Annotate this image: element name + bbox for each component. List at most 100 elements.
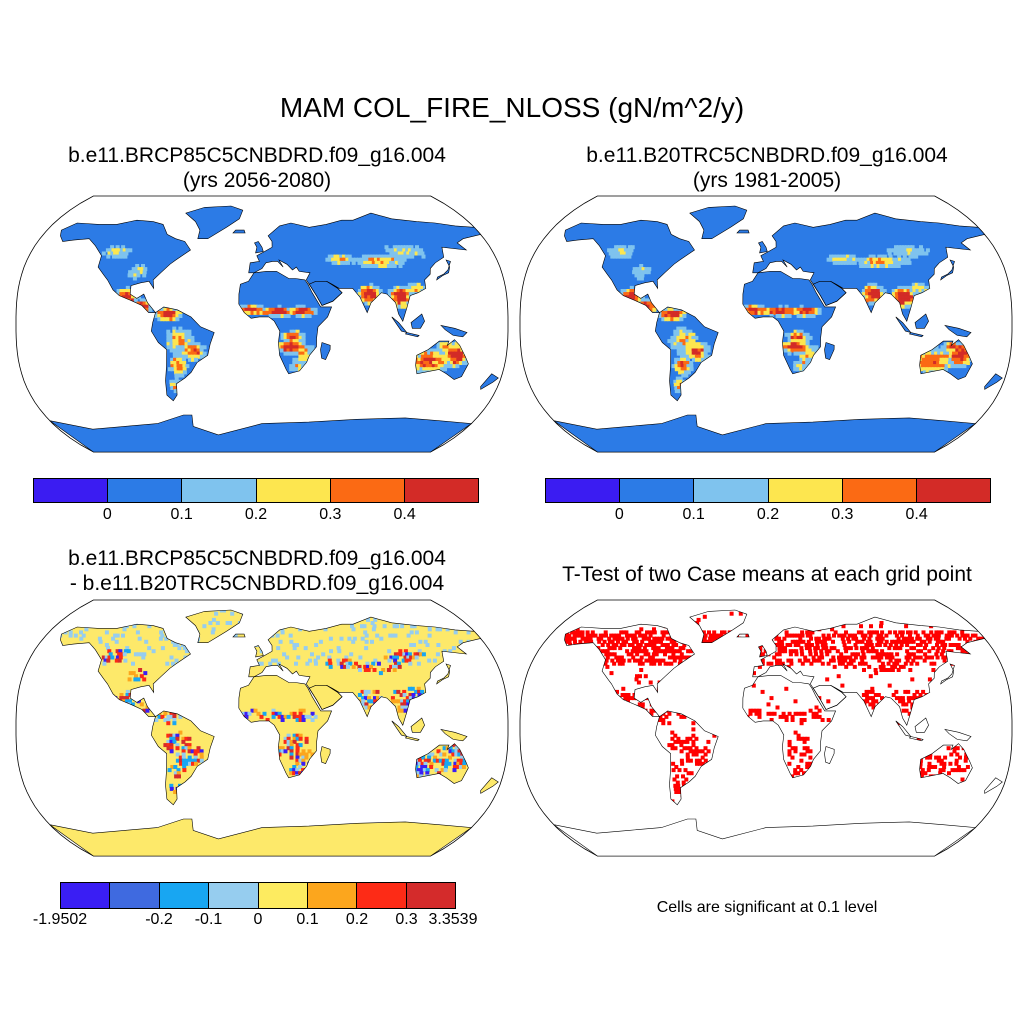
coastline xyxy=(60,623,191,717)
coastline xyxy=(752,212,986,322)
panel-a-years: (yrs 2056-2080) xyxy=(182,169,332,192)
colorbar-tick-label: 0.4 xyxy=(905,506,928,523)
colorbar-tick-label: 0.4 xyxy=(393,506,416,523)
colorbar-box xyxy=(620,479,695,502)
coastline xyxy=(564,623,695,717)
coastline xyxy=(689,205,748,239)
coastline xyxy=(895,720,912,738)
panel-d-title: T-Test of two Case means at each grid po… xyxy=(562,563,972,586)
coastline xyxy=(812,281,847,306)
colorbar-box xyxy=(842,479,917,502)
panel-c-minus-case: - b.e11.B20TRC5CNBDRD.f09_g16.004 xyxy=(69,572,445,595)
colorbar-tick-label: 0.2 xyxy=(756,506,780,523)
coastline xyxy=(742,271,837,375)
colorbar-difference xyxy=(60,882,456,909)
colorbar-future xyxy=(33,478,479,503)
coastline xyxy=(752,616,986,726)
coastline xyxy=(758,645,768,658)
colorbar-box xyxy=(258,883,308,908)
map-panel-future xyxy=(15,195,509,453)
coastline xyxy=(824,746,835,764)
panel-a-title: b.e11.BRCP85C5CNBDRD.f09_g16.004 (yrs 20… xyxy=(12,143,502,193)
coastline xyxy=(736,633,750,638)
coastline xyxy=(415,743,469,784)
colorbar-tick-label: 0.1 xyxy=(296,911,319,928)
coastline xyxy=(564,219,695,313)
colorbar-historical xyxy=(545,478,991,503)
coastline xyxy=(824,342,835,360)
coastline xyxy=(254,241,264,254)
coastline xyxy=(919,743,973,784)
colorbar-box xyxy=(406,883,455,908)
coastline xyxy=(150,710,215,806)
colorbar-box xyxy=(546,479,621,502)
coastline xyxy=(391,316,408,334)
coastline xyxy=(736,229,750,234)
coastline xyxy=(908,332,924,338)
panel-a-case: b.e11.BRCP85C5CNBDRD.f09_g16.004 xyxy=(68,144,446,167)
colorbar-box xyxy=(110,883,160,908)
coastline xyxy=(919,339,973,380)
coastline xyxy=(232,229,246,234)
coastline xyxy=(553,414,977,453)
coastline xyxy=(238,271,333,375)
coastline xyxy=(404,736,420,742)
panel-b-years: (yrs 1981-2005) xyxy=(692,169,842,192)
coastline xyxy=(758,241,768,254)
coastline xyxy=(440,728,468,742)
colorbar-box xyxy=(307,883,358,908)
panel-c-case: b.e11.BRCP85C5CNBDRD.f09_g16.004 xyxy=(68,547,446,570)
coastline xyxy=(410,313,425,329)
colorbar-tick-label: 0 xyxy=(253,911,263,928)
coastline xyxy=(391,720,408,738)
coastline xyxy=(436,663,451,685)
coastline xyxy=(308,281,343,306)
coastline xyxy=(436,259,451,281)
coastline xyxy=(812,685,847,710)
colorbar-box xyxy=(182,479,257,502)
significance-note: Cells are significant at 0.1 level xyxy=(656,899,878,916)
coastline xyxy=(914,313,929,329)
colorbar-tick-label: 0.3 xyxy=(319,506,342,523)
panel-b-title: b.e11.B20TRC5CNBDRD.f09_g16.004 (yrs 198… xyxy=(522,143,1012,193)
coastline xyxy=(553,818,977,857)
coastline xyxy=(984,777,1003,794)
colorbar-tick-label: -1.9502 xyxy=(32,911,88,928)
colorbar-tick-label: 0.3 xyxy=(395,911,418,928)
colorbar-tick-label: 0.1 xyxy=(682,506,705,523)
coastline xyxy=(689,609,748,643)
colorbar-box xyxy=(256,479,331,502)
colorbar-box xyxy=(768,479,843,502)
coastline xyxy=(150,306,215,402)
coastline xyxy=(238,675,333,779)
colorbar-box xyxy=(357,883,407,908)
panel-c-title: b.e11.BRCP85C5CNBDRD.f09_g16.004 - b.e11… xyxy=(12,546,502,596)
colorbar-tick-label: -0.1 xyxy=(194,911,223,928)
map-panel-difference xyxy=(15,599,509,857)
coastline xyxy=(410,717,425,733)
coastline xyxy=(895,316,912,334)
colorbar-tick-label: 0.1 xyxy=(170,506,193,523)
coastline xyxy=(908,736,924,742)
coastline xyxy=(185,205,244,239)
coastline xyxy=(944,324,972,338)
figure-title: MAM COL_FIRE_NLOSS (gN/m^2/y) xyxy=(279,92,745,123)
colorbar-box xyxy=(159,883,210,908)
colorbar-box xyxy=(330,479,405,502)
colorbar-box xyxy=(34,479,109,502)
coastline xyxy=(940,663,955,685)
coastline xyxy=(654,710,719,806)
coastline xyxy=(940,259,955,281)
coastline xyxy=(654,306,719,402)
coastline xyxy=(742,675,837,779)
coastline xyxy=(480,777,499,794)
map-panel-ttest xyxy=(519,599,1013,857)
coastline xyxy=(320,746,331,764)
colorbar-box xyxy=(404,479,479,502)
coastline xyxy=(984,373,1003,390)
coastline xyxy=(404,332,420,338)
map-panel-historical xyxy=(519,195,1013,453)
colorbar-tick-label: 0.3 xyxy=(831,506,854,523)
panel-b-case: b.e11.B20TRC5CNBDRD.f09_g16.004 xyxy=(586,144,948,167)
colorbar-tick-label: -0.2 xyxy=(145,911,173,928)
